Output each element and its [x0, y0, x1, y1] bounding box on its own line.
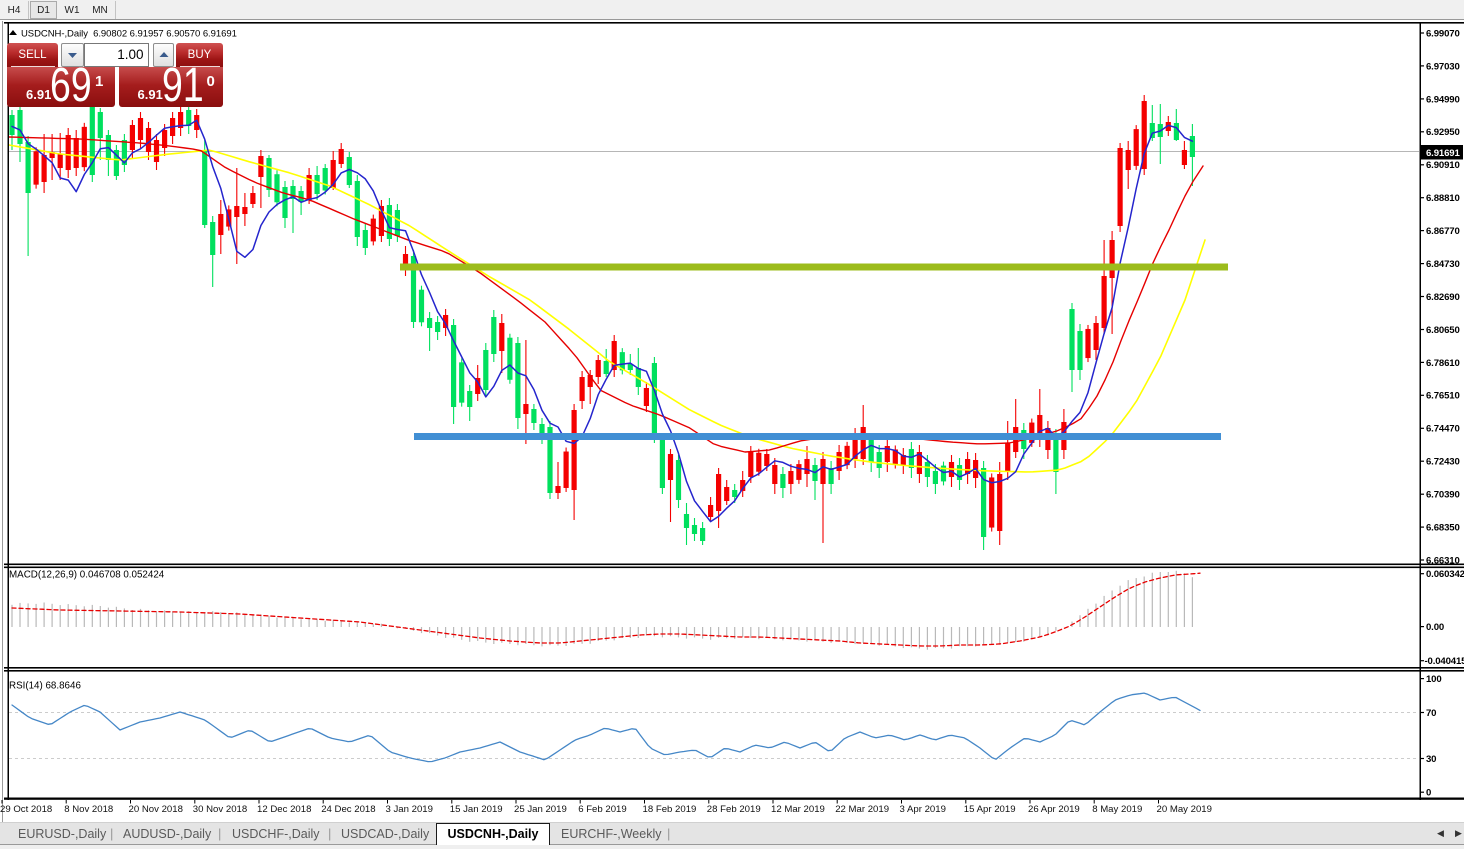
svg-text:6.90910: 6.90910 [1426, 160, 1460, 171]
svg-text:0.060342: 0.060342 [1426, 569, 1464, 580]
svg-text:3 Jan 2019: 3 Jan 2019 [386, 804, 433, 815]
svg-text:6.72430: 6.72430 [1426, 457, 1460, 468]
svg-text:20 May 2019: 20 May 2019 [1157, 804, 1212, 815]
svg-text:22 Mar 2019: 22 Mar 2019 [835, 804, 889, 815]
svg-text:29 Oct 2018: 29 Oct 2018 [0, 804, 52, 815]
svg-text:6.99070: 6.99070 [1426, 28, 1460, 39]
svg-text:RSI(14) 68.8646: RSI(14) 68.8646 [9, 681, 81, 692]
svg-text:6.94990: 6.94990 [1426, 94, 1460, 105]
svg-text:6.97030: 6.97030 [1426, 61, 1460, 72]
svg-text:6.88810: 6.88810 [1426, 193, 1460, 204]
svg-text:6.76510: 6.76510 [1426, 391, 1460, 402]
svg-text:0: 0 [1426, 788, 1431, 799]
svg-text:6.68350: 6.68350 [1426, 523, 1460, 534]
svg-text:6.86770: 6.86770 [1426, 226, 1460, 237]
svg-text:6.91691: 6.91691 [1426, 148, 1460, 159]
svg-text:12 Dec 2018: 12 Dec 2018 [257, 804, 311, 815]
svg-text:6.78610: 6.78610 [1426, 358, 1460, 369]
svg-text:8 Nov 2018: 8 Nov 2018 [64, 804, 113, 815]
svg-text:26 Apr 2019: 26 Apr 2019 [1028, 804, 1080, 815]
svg-text:6.84730: 6.84730 [1426, 259, 1460, 270]
svg-text:USDCNH-,Daily 6.90802 6.91957: USDCNH-,Daily 6.90802 6.91957 6.90570 6.… [21, 29, 237, 40]
svg-text:6.70390: 6.70390 [1426, 490, 1460, 501]
svg-text:30: 30 [1426, 754, 1436, 765]
svg-text:8 May 2019: 8 May 2019 [1092, 804, 1142, 815]
svg-text:3 Apr 2019: 3 Apr 2019 [900, 804, 946, 815]
svg-text:6 Feb 2019: 6 Feb 2019 [578, 804, 627, 815]
svg-text:28 Feb 2019: 28 Feb 2019 [707, 804, 761, 815]
svg-text:24 Dec 2018: 24 Dec 2018 [321, 804, 375, 815]
svg-text:100: 100 [1426, 674, 1442, 685]
svg-text:6.82690: 6.82690 [1426, 292, 1460, 303]
svg-text:15 Jan 2019: 15 Jan 2019 [450, 804, 503, 815]
svg-text:-0.040415: -0.040415 [1425, 656, 1464, 667]
svg-text:6.92950: 6.92950 [1426, 127, 1460, 138]
svg-text:12 Mar 2019: 12 Mar 2019 [771, 804, 825, 815]
svg-text:30 Nov 2018: 30 Nov 2018 [193, 804, 247, 815]
svg-text:20 Nov 2018: 20 Nov 2018 [129, 804, 183, 815]
svg-text:15 Apr 2019: 15 Apr 2019 [964, 804, 1016, 815]
svg-text:6.80650: 6.80650 [1426, 325, 1460, 336]
svg-text:25 Jan 2019: 25 Jan 2019 [514, 804, 567, 815]
svg-text:6.66310: 6.66310 [1426, 555, 1460, 566]
svg-text:70: 70 [1426, 708, 1436, 719]
svg-text:0.00: 0.00 [1426, 622, 1444, 633]
svg-text:6.74470: 6.74470 [1426, 424, 1460, 435]
svg-text:18 Feb 2019: 18 Feb 2019 [643, 804, 697, 815]
svg-text:MACD(12,26,9) 0.046708 0.05242: MACD(12,26,9) 0.046708 0.052424 [9, 570, 165, 581]
